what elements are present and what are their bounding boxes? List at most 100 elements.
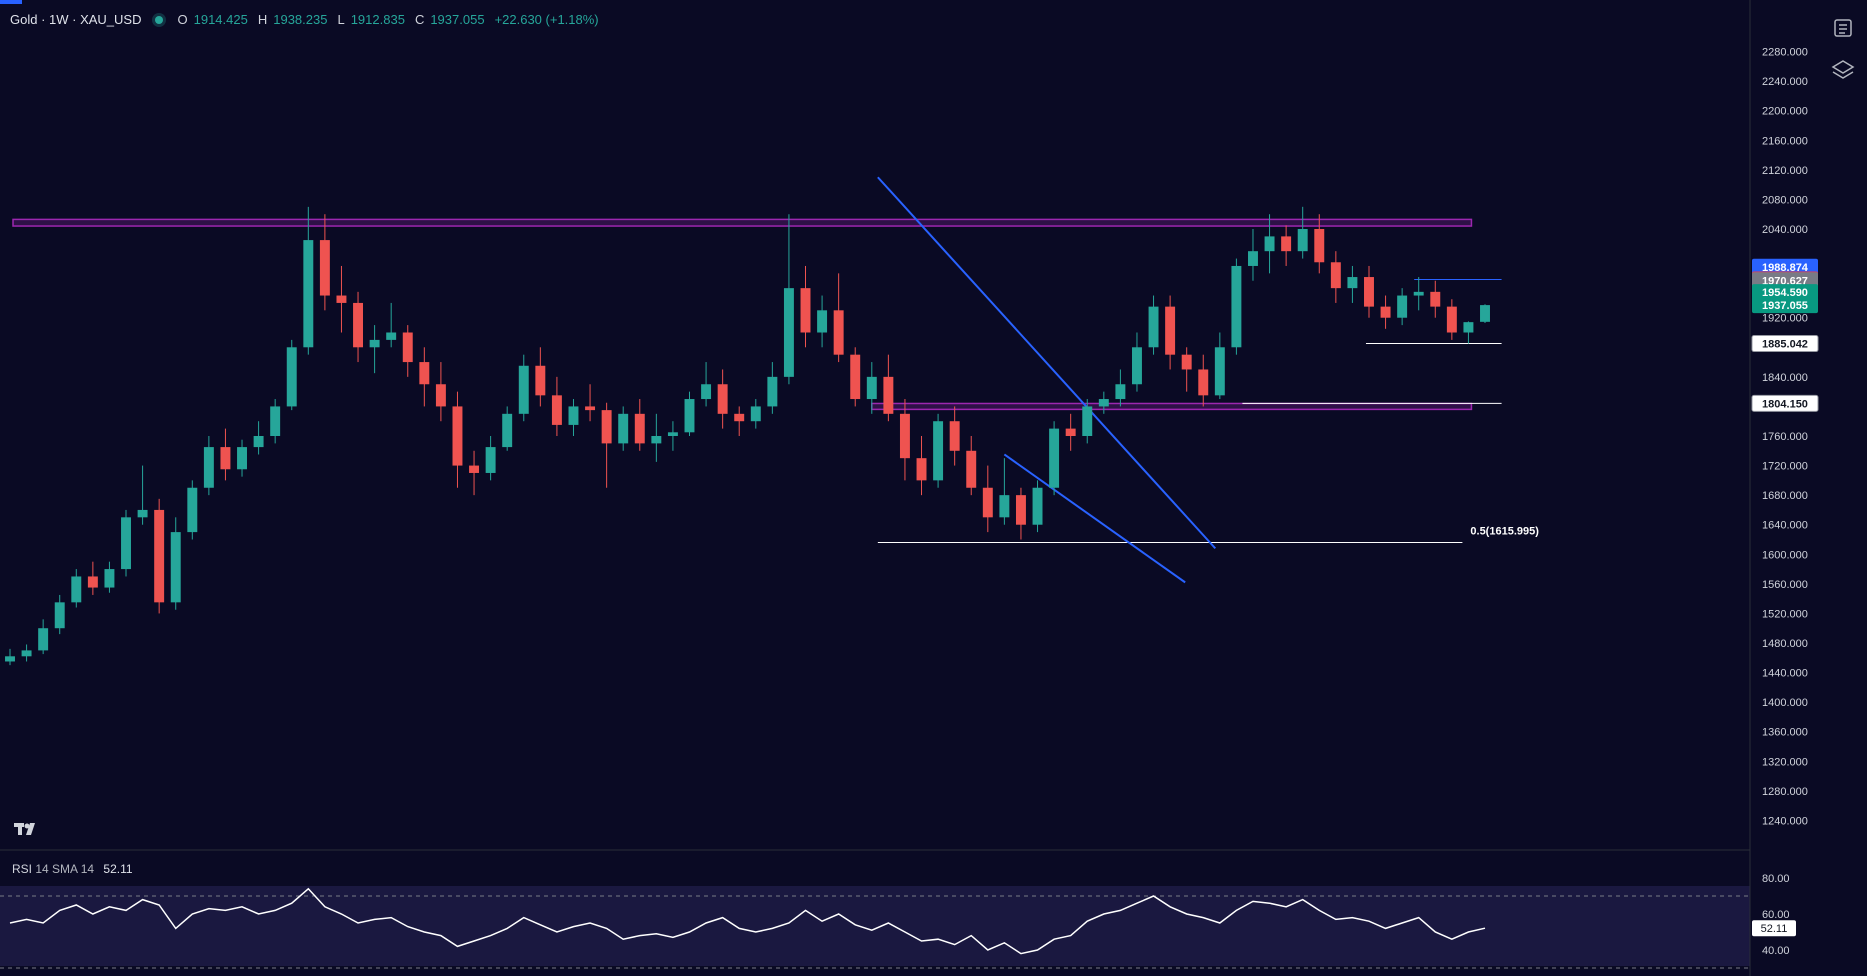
candle xyxy=(568,399,579,436)
price-tick-label: 1440.000 xyxy=(1762,668,1808,680)
supply-zone-1 xyxy=(871,402,1473,411)
candle-body xyxy=(1148,306,1159,348)
price-tag-label: 1954.590 xyxy=(1762,287,1808,299)
low-key: L xyxy=(337,12,345,27)
candle-body xyxy=(1314,229,1325,263)
candle xyxy=(601,402,612,488)
candle xyxy=(634,399,645,451)
candle xyxy=(1480,304,1490,324)
candle xyxy=(933,413,944,488)
candle-body xyxy=(237,447,247,470)
high-key: H xyxy=(257,12,268,27)
candle xyxy=(1165,295,1176,370)
candle-body xyxy=(1380,306,1391,318)
price-tick-label: 1400.000 xyxy=(1762,697,1808,709)
rsi-band-fill xyxy=(0,886,1750,966)
open-value: 1914.425 xyxy=(193,12,248,27)
price-tick-label: 2200.000 xyxy=(1762,106,1808,118)
price-tick-label: 1600.000 xyxy=(1762,549,1808,561)
object-tree-icon[interactable] xyxy=(1829,14,1857,42)
candle xyxy=(651,413,662,462)
chart-legend: Gold · 1W · XAU_USD O 1914.425 H 1938.235 … xyxy=(10,12,603,27)
top-accent xyxy=(0,0,22,4)
candle xyxy=(353,291,364,363)
price-tag-label: 1988.874 xyxy=(1762,262,1809,274)
candle-body xyxy=(949,421,960,451)
candle xyxy=(253,421,264,455)
candle-body xyxy=(303,240,314,348)
candle xyxy=(1297,206,1308,259)
candle xyxy=(1098,391,1109,414)
candle xyxy=(1364,265,1374,318)
rsi-params: 14 SMA 14 xyxy=(35,862,95,876)
candle-body xyxy=(435,384,446,407)
candle-body xyxy=(1231,265,1242,348)
price-tick-label: 1520.000 xyxy=(1762,608,1808,620)
candle xyxy=(71,569,82,608)
candle-body xyxy=(899,413,910,459)
candle-body xyxy=(419,362,430,385)
candle xyxy=(1015,487,1026,540)
candle xyxy=(618,406,629,451)
candle-body xyxy=(154,509,165,603)
price-tick-label: 1360.000 xyxy=(1762,727,1808,739)
price-tick-label: 1280.000 xyxy=(1762,786,1808,798)
candle xyxy=(137,465,148,525)
layers-icon[interactable] xyxy=(1829,56,1857,84)
candle-body xyxy=(71,576,82,603)
candle-body xyxy=(469,465,480,473)
candle xyxy=(286,339,297,411)
candle-body xyxy=(701,384,712,400)
candle-body xyxy=(87,576,98,588)
candle-body xyxy=(966,450,977,488)
candle-body xyxy=(634,413,645,444)
candle xyxy=(1231,258,1242,355)
rsi-label[interactable]: RSI xyxy=(12,862,33,876)
candle-body xyxy=(667,432,678,436)
tradingview-logo-icon xyxy=(12,818,40,840)
price-tick-label: 1680.000 xyxy=(1762,490,1808,502)
candle xyxy=(535,347,546,407)
candle-body xyxy=(783,288,794,377)
candle xyxy=(1397,288,1408,326)
price-tick-label: 1760.000 xyxy=(1762,431,1808,443)
change-value: +22.630 (+1.18%) xyxy=(494,12,599,27)
candle-body xyxy=(999,495,1010,518)
candle-body xyxy=(1115,384,1126,400)
candle-body xyxy=(1015,495,1026,525)
candle-body xyxy=(1248,251,1258,266)
price-tick-label: 1720.000 xyxy=(1762,461,1808,473)
candle xyxy=(1446,299,1457,340)
candle-body xyxy=(883,376,894,414)
price-tick-label: 2160.000 xyxy=(1762,135,1808,147)
candle-body xyxy=(1065,428,1076,436)
candle-body xyxy=(353,302,364,348)
candle xyxy=(1049,421,1060,496)
candle xyxy=(1264,214,1275,274)
rsi-value-tag-label: 52.11 xyxy=(1761,923,1788,935)
candle xyxy=(1248,229,1258,281)
candle xyxy=(1032,480,1043,533)
candle xyxy=(1314,214,1325,274)
candle-body xyxy=(286,347,297,407)
candle-body xyxy=(916,458,927,481)
candle-body xyxy=(568,406,579,425)
candle xyxy=(87,561,98,595)
rsi-line xyxy=(9,887,1486,955)
close-key: C xyxy=(414,12,425,27)
candle-body xyxy=(1463,322,1474,333)
candle xyxy=(104,561,115,593)
candle xyxy=(1347,265,1358,303)
candle xyxy=(419,347,430,407)
candle-body xyxy=(253,436,264,448)
level-label: 0.5(1615.995) xyxy=(1470,525,1539,537)
low-value: 1912.835 xyxy=(350,12,405,27)
candle-body xyxy=(800,288,811,333)
candle xyxy=(783,214,794,385)
candle xyxy=(38,619,49,655)
candle xyxy=(1131,332,1142,392)
candle-body xyxy=(1049,428,1060,488)
symbol-title[interactable]: Gold · 1W · XAU_USD xyxy=(10,12,142,27)
candle-body xyxy=(21,650,32,657)
